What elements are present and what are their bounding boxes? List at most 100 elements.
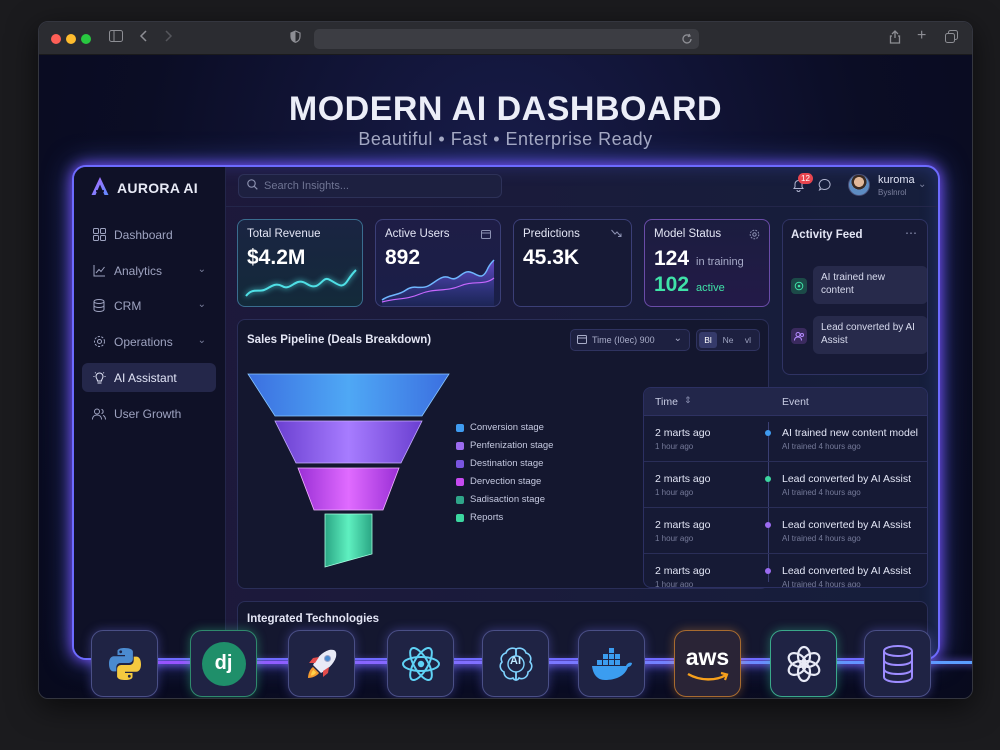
kpi-label: Total Revenue [247,228,321,240]
row-event: Lead converted by AI Assist [782,565,911,577]
kpi-card-model-status[interactable]: Model Status 124 in training 102 active [644,219,770,307]
kpi-label: Model Status [654,228,722,240]
tech-database[interactable] [864,630,931,697]
sidebar-item-operations[interactable]: Operations ⌄ [82,327,216,356]
address-bar[interactable] [314,29,699,49]
kpi-value: 45.3K [523,246,580,269]
tech-python[interactable] [91,630,158,697]
avatar[interactable] [848,174,870,196]
table-row[interactable]: 2 marts ago 1 hour ago Lead converted by… [644,554,927,588]
revenue-sparkline [245,269,357,297]
new-tab-icon[interactable]: + [917,27,927,44]
minimize-window-button[interactable] [66,34,76,44]
calendar-icon [577,334,587,346]
table-row[interactable]: 2 marts ago 1 hour ago Lead converted by… [644,462,927,508]
forward-icon[interactable] [163,30,173,46]
back-icon[interactable] [139,30,149,46]
view-toggle-option[interactable]: Ne [722,335,734,345]
tech-aws[interactable]: aws [674,630,741,697]
legend-swatch [456,477,464,486]
more-options-icon[interactable]: ⋯ [905,226,917,240]
user-name[interactable]: kuroma [878,174,915,186]
search-box[interactable] [238,174,502,198]
legend-swatch [456,513,464,522]
view-toggle-option[interactable]: vl [744,335,752,345]
tabs-overview-icon[interactable] [945,30,958,47]
row-event-sub: AI trained 4 hours ago [782,580,861,588]
openai-icon [787,645,820,682]
chat-icon[interactable] [818,178,832,197]
lightbulb-icon [92,371,106,385]
calendar-icon[interactable] [481,229,491,242]
row-time-sub: 1 hour ago [655,488,694,497]
close-window-button[interactable] [51,34,61,44]
column-header-time[interactable]: Time [655,396,678,408]
table-row[interactable]: 2 marts ago 1 hour ago Lead converted by… [644,508,927,554]
brand[interactable]: AURORA AI [90,176,198,199]
django-logo-text: dj [214,652,233,674]
chart-icon [92,264,106,278]
active-count: 102 [654,273,690,296]
training-count: 124 [654,247,690,270]
sidebar-item-user-growth[interactable]: User Growth [82,399,216,428]
sidebar-item-dashboard[interactable]: Dashboard [82,220,216,249]
feed-text: Lead converted by AI Assist [813,316,927,354]
sidebar-item-label: AI Assistant [114,370,177,385]
search-icon [247,177,258,195]
kpi-card-total-revenue[interactable]: Total Revenue $4.2M [237,219,363,307]
gear-icon [92,335,106,349]
page-content: MODERN AI DASHBOARD Beautiful • Fast • E… [39,55,972,698]
tech-ai[interactable]: AI [482,630,549,697]
row-event: Lead converted by AI Assist [782,519,911,531]
brand-name: AURORA AI [117,180,198,196]
row-event: AI trained new content model [782,427,918,439]
tech-react[interactable] [387,630,454,697]
legend-item: Dervection stage [456,476,541,487]
shield-icon[interactable] [290,30,301,47]
funnel-stage-dervection [297,467,400,511]
database-stack-icon [882,644,913,683]
chevron-down-icon: ⌄ [673,333,682,344]
tech-rocket[interactable] [288,630,355,697]
tech-openai[interactable] [770,630,837,697]
trend-icon[interactable] [611,229,622,241]
sidebar-item-crm[interactable]: CRM ⌄ [82,291,216,320]
chevron-down-icon[interactable]: ⌄ [197,264,206,275]
kpi-card-predictions[interactable]: Predictions 45.3K [513,219,632,307]
pipeline-title: Sales Pipeline (Deals Breakdown) [247,334,432,346]
tech-django[interactable]: dj [190,630,257,697]
kpi-card-active-users[interactable]: Active Users 892 [375,219,501,307]
chevron-down-icon[interactable]: ⌄ [197,299,206,310]
view-toggle-option[interactable]: Bl [699,332,717,348]
activity-feed-panel: Activity Feed ⋯ AI trained new content L… [782,219,928,375]
reload-icon[interactable] [681,32,693,50]
legend-swatch [456,423,464,432]
ai-brain-icon [498,646,533,681]
search-input[interactable] [264,180,484,192]
tech-docker[interactable] [578,630,645,697]
funnel-stage-penfenization [274,420,423,464]
legend-label: Conversion stage [470,422,544,433]
chevron-down-icon[interactable]: ⌄ [197,335,206,346]
time-range-select[interactable]: Time (I0ec) 900 ⌄ [570,329,690,351]
sidebar-item-analytics[interactable]: Analytics ⌄ [82,256,216,285]
sidebar-item-label: User Growth [114,406,182,421]
feed-item[interactable]: AI trained new content [791,266,927,304]
python-icon [108,647,141,680]
kpi-label: Active Users [385,228,450,240]
maximize-window-button[interactable] [81,34,91,44]
timeline-dot [765,476,771,482]
chevron-down-icon[interactable]: ⌄ [918,179,927,190]
row-time-sub: 1 hour ago [655,534,694,543]
sidebar-toggle-icon[interactable] [109,30,123,46]
active-label: active [696,282,725,294]
gear-icon[interactable] [749,229,760,243]
legend-label: Reports [470,512,504,523]
rocket-icon [307,649,336,678]
feed-item[interactable]: Lead converted by AI Assist [791,316,927,354]
table-row[interactable]: 2 marts ago 1 hour ago AI trained new co… [644,416,927,462]
row-time: 2 marts ago [655,519,711,531]
sort-icon[interactable]: ⇕ [684,395,692,405]
share-icon[interactable] [889,30,901,48]
sidebar-item-ai-assistant[interactable]: AI Assistant [82,363,216,392]
